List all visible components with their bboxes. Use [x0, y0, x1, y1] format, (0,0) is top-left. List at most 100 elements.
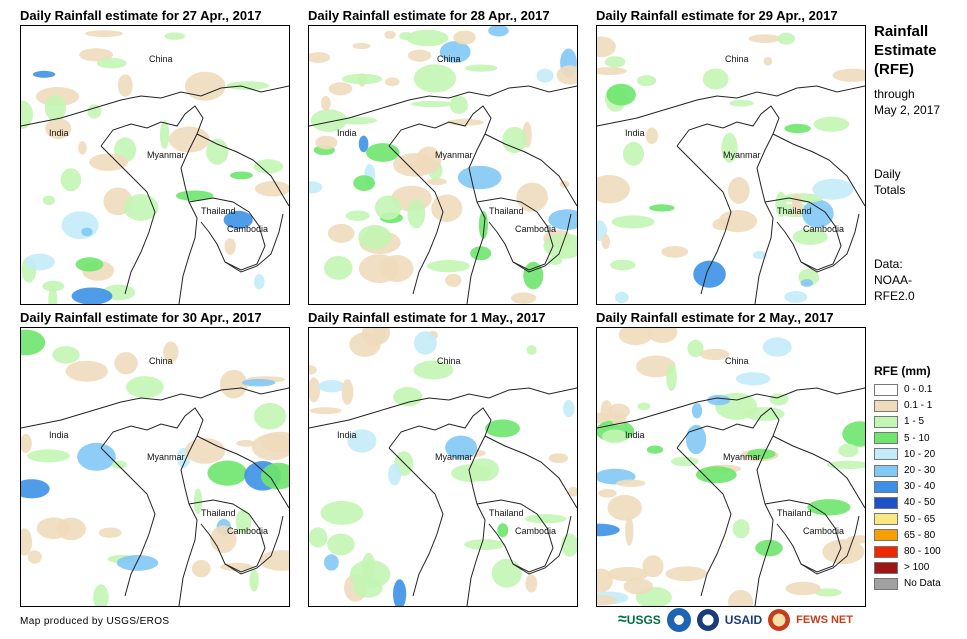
rain-patch — [111, 460, 127, 469]
fewsnet-logo: FEWS NET — [796, 614, 853, 626]
rain-patch — [318, 380, 346, 393]
rain-patch — [61, 211, 99, 240]
map-label-myanmar: Myanmar — [723, 452, 761, 462]
rain-patch — [206, 138, 229, 165]
rain-patch — [184, 438, 226, 464]
data-line3: RFE2.0 — [874, 289, 915, 303]
sidebar-title-line2: Estimate — [874, 42, 937, 59]
map-canvas — [309, 26, 577, 304]
usaid-logo: USAID — [725, 613, 762, 627]
rain-patch — [439, 41, 471, 63]
legend-label: 5 - 10 — [904, 432, 930, 444]
panel-title-4: Daily Rainfall estimate for 30 Apr., 201… — [20, 310, 262, 325]
legend-item: 5 - 10 — [874, 431, 930, 446]
rain-patch — [358, 254, 400, 283]
rain-patch — [618, 328, 653, 346]
rain-patch — [254, 181, 289, 197]
map-canvas — [21, 30, 289, 304]
country-border — [196, 133, 289, 207]
legend-swatch — [874, 415, 898, 428]
rain-patch — [123, 194, 159, 221]
rain-patch — [116, 555, 159, 571]
rain-patch — [320, 95, 331, 111]
rain-patch — [164, 32, 186, 40]
rain-patch — [223, 210, 253, 229]
map-label-thailand: Thailand — [201, 206, 236, 216]
legend-swatch — [874, 529, 898, 542]
legend-item: 65 - 80 — [874, 528, 935, 543]
rain-patch — [646, 445, 664, 454]
map-label-china: China — [149, 54, 173, 64]
rain-patch — [614, 291, 629, 304]
rain-patch — [822, 539, 865, 565]
rain-patch — [568, 486, 577, 497]
rain-patch — [374, 195, 402, 220]
country-border — [772, 435, 865, 509]
rain-patch — [645, 127, 658, 145]
legend-item: 30 - 40 — [874, 479, 935, 494]
rain-patch — [732, 519, 750, 539]
legend-item: 50 - 65 — [874, 512, 935, 527]
rain-patch — [747, 448, 776, 460]
country-border — [764, 499, 842, 573]
map-label-thailand: Thailand — [777, 508, 812, 518]
legend-swatch — [874, 399, 898, 412]
sidebar-title-line3: (RFE) — [874, 61, 914, 78]
legend-swatch — [874, 448, 898, 461]
rain-patch — [98, 527, 122, 538]
rain-patch — [413, 331, 437, 355]
rain-patch — [637, 402, 651, 411]
rain-patch — [44, 94, 66, 121]
map-label-myanmar: Myanmar — [147, 150, 185, 160]
rain-patch — [735, 372, 771, 386]
rain-patch — [84, 30, 123, 37]
rain-patch — [117, 74, 133, 97]
map-label-thailand: Thailand — [777, 206, 812, 216]
country-border — [800, 213, 860, 273]
rain-patch — [802, 199, 834, 228]
rain-patch — [236, 440, 256, 447]
legend-swatch — [874, 561, 898, 574]
map-label-cambodia: Cambodia — [227, 224, 269, 234]
rain-patch — [847, 535, 865, 544]
rain-patch — [728, 590, 754, 606]
rain-patch — [393, 153, 436, 177]
rain-patch — [410, 100, 454, 108]
legend-label: 50 - 65 — [904, 513, 936, 525]
rain-patch — [341, 379, 354, 405]
map-label-thailand: Thailand — [489, 206, 524, 216]
map-canvas — [597, 32, 865, 304]
rain-patch — [79, 48, 114, 62]
map-label-china: China — [725, 356, 749, 366]
rain-patch — [168, 126, 210, 153]
rain-patch — [488, 26, 509, 37]
usaid-logo-text: USAID — [724, 613, 763, 627]
rain-patch — [324, 256, 353, 280]
country-border — [772, 133, 865, 207]
rain-patch — [781, 193, 824, 203]
legend-swatch — [874, 513, 898, 526]
country-border — [597, 85, 865, 127]
rain-patch — [775, 191, 787, 217]
rain-patch — [623, 578, 653, 595]
rain-patch — [388, 463, 402, 486]
country-border — [100, 145, 156, 295]
rain-patch — [184, 71, 226, 101]
rain-patch — [606, 83, 636, 106]
rain-patch — [163, 341, 179, 363]
fewsnet-logo-text: FEWS NET — [796, 614, 853, 626]
sidebar-title: Rainfall Estimate (RFE) — [874, 22, 937, 79]
rain-patch — [457, 165, 502, 190]
rain-patch — [649, 204, 675, 212]
country-border — [484, 435, 577, 509]
rain-patch — [623, 141, 644, 166]
legend-item: 20 - 30 — [874, 463, 935, 478]
rain-patch — [407, 49, 432, 62]
rain-patch — [665, 566, 708, 582]
map-panel-4: China India Myanmar Thailand Cambodia — [20, 327, 290, 607]
rain-patch — [21, 433, 32, 454]
rain-patch — [526, 345, 537, 355]
rain-patch — [784, 291, 808, 303]
rain-patch — [48, 285, 58, 304]
rain-patch — [695, 466, 737, 484]
